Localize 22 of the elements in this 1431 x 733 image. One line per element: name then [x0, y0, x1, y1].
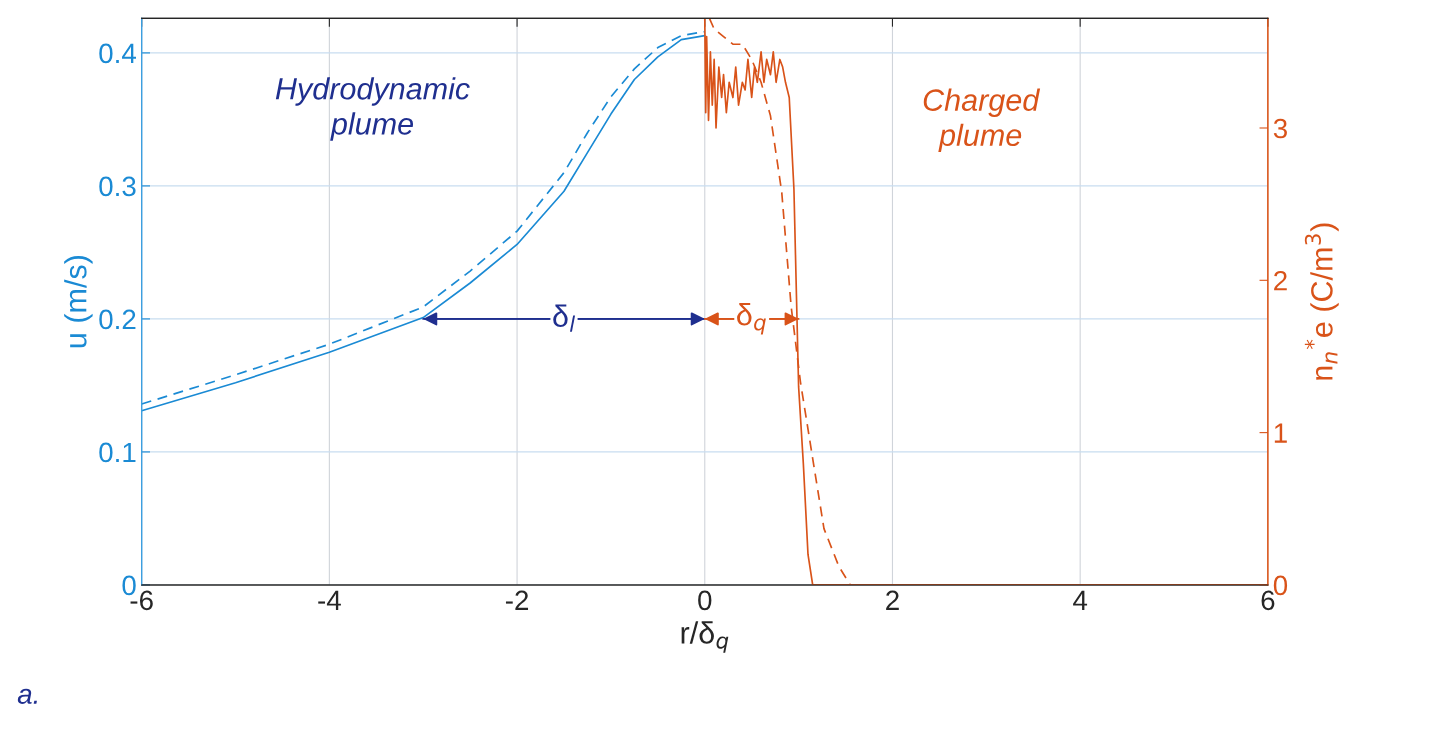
x-tick-label: 0 [698, 590, 712, 611]
y2-tick-label: 0 [1273, 575, 1288, 596]
y2-axis-title: n$_{n}$$^{*}$e (C/m$^{3}$) [1304, 223, 1339, 380]
y2-tick-label: 2 [1274, 270, 1287, 291]
x-tick-label: 2 [886, 590, 899, 610]
y-tick-label: 0.1 [99, 442, 136, 463]
x-axis-title: r/δ$_{q}$ [681, 621, 729, 653]
annotation: Hydrodynamic plume [275, 77, 470, 141]
text: a. [17, 688, 37, 704]
annotation: δ$_{q}$ [737, 303, 766, 335]
x-tick-label: -4 [318, 590, 341, 610]
y-tick-label: 0.3 [99, 176, 136, 197]
x-tick-label: 6 [1261, 590, 1275, 611]
y2-tick-label: 3 [1273, 118, 1287, 139]
y-tick-label: 0.4 [99, 43, 136, 64]
x-tick-label: 4 [1073, 590, 1088, 610]
y-tick-label: 0.2 [99, 309, 136, 330]
x-tick-label: -2 [505, 590, 529, 610]
annotation: Charged plume [923, 88, 1041, 153]
y-axis-title: u (m/s) [64, 256, 93, 348]
y2-tick-label: 1 [1274, 423, 1287, 443]
annotation: δ$_{l}$ [553, 304, 576, 332]
